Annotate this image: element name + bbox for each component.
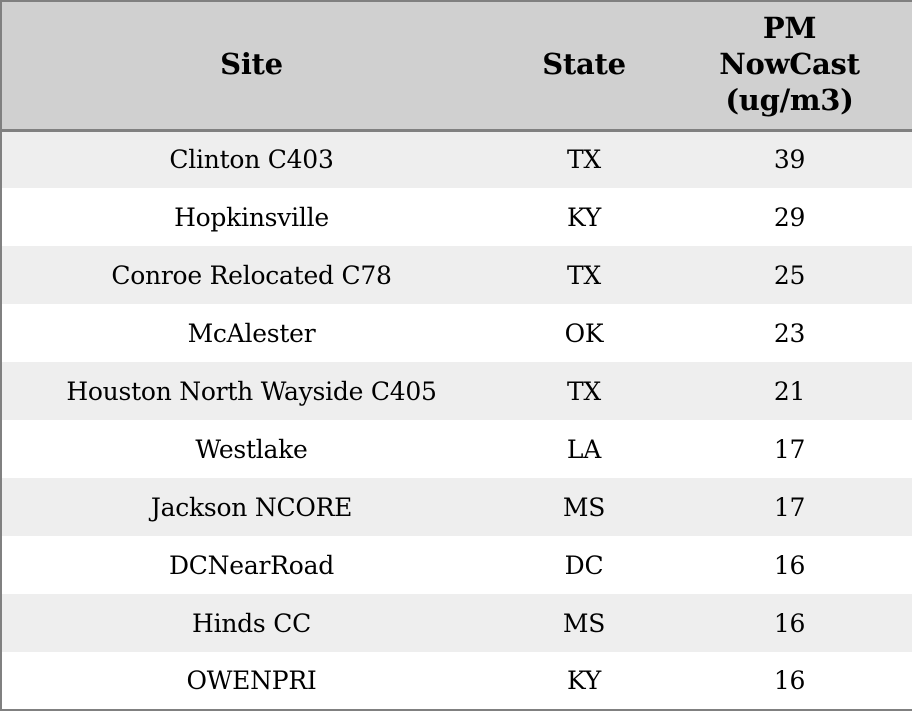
state-cell: TX bbox=[501, 362, 667, 420]
site-cell: DCNearRoad bbox=[1, 536, 501, 594]
site-cell: Clinton C403 bbox=[1, 130, 501, 188]
pm-value-cell: 23 bbox=[667, 304, 912, 362]
table-body: Clinton C403 TX 39 Hopkinsville KY 29 Co… bbox=[1, 130, 912, 710]
column-header-state: State bbox=[501, 1, 667, 132]
site-cell: OWENPRI bbox=[1, 652, 501, 710]
column-header-pm-nowcast: PM NowCast (ug/m3) bbox=[667, 1, 912, 132]
state-cell: MS bbox=[501, 594, 667, 652]
state-cell: KY bbox=[501, 188, 667, 246]
table-row: DCNearRoad DC 16 bbox=[1, 536, 912, 594]
site-cell: Hinds CC bbox=[1, 594, 501, 652]
pm-value-cell: 39 bbox=[667, 130, 912, 188]
table-row: Hopkinsville KY 29 bbox=[1, 188, 912, 246]
site-cell: Westlake bbox=[1, 420, 501, 478]
site-cell: Hopkinsville bbox=[1, 188, 501, 246]
state-cell: TX bbox=[501, 130, 667, 188]
table-row: Jackson NCORE MS 17 bbox=[1, 478, 912, 536]
pm-value-cell: 17 bbox=[667, 478, 912, 536]
site-cell: McAlester bbox=[1, 304, 501, 362]
state-cell: LA bbox=[501, 420, 667, 478]
pm-value-cell: 16 bbox=[667, 536, 912, 594]
state-cell: KY bbox=[501, 652, 667, 710]
pm-value-cell: 25 bbox=[667, 246, 912, 304]
table-row: McAlester OK 23 bbox=[1, 304, 912, 362]
table-row: Hinds CC MS 16 bbox=[1, 594, 912, 652]
pm-value-cell: 16 bbox=[667, 652, 912, 710]
pm-value-cell: 17 bbox=[667, 420, 912, 478]
table-header: Site State PM NowCast (ug/m3) bbox=[1, 1, 912, 132]
state-cell: MS bbox=[501, 478, 667, 536]
site-cell: Conroe Relocated C78 bbox=[1, 246, 501, 304]
state-cell: DC bbox=[501, 536, 667, 594]
table-row: Westlake LA 17 bbox=[1, 420, 912, 478]
table-row: Clinton C403 TX 39 bbox=[1, 130, 912, 188]
state-cell: OK bbox=[501, 304, 667, 362]
pm-value-cell: 16 bbox=[667, 594, 912, 652]
header-row: Site State PM NowCast (ug/m3) bbox=[1, 1, 912, 132]
pm-value-cell: 21 bbox=[667, 362, 912, 420]
table-row: Houston North Wayside C405 TX 21 bbox=[1, 362, 912, 420]
state-cell: TX bbox=[501, 246, 667, 304]
pm-value-cell: 29 bbox=[667, 188, 912, 246]
table-row: OWENPRI KY 16 bbox=[1, 652, 912, 710]
site-cell: Jackson NCORE bbox=[1, 478, 501, 536]
site-cell: Houston North Wayside C405 bbox=[1, 362, 501, 420]
column-header-site: Site bbox=[1, 1, 501, 132]
table-row: Conroe Relocated C78 TX 25 bbox=[1, 246, 912, 304]
